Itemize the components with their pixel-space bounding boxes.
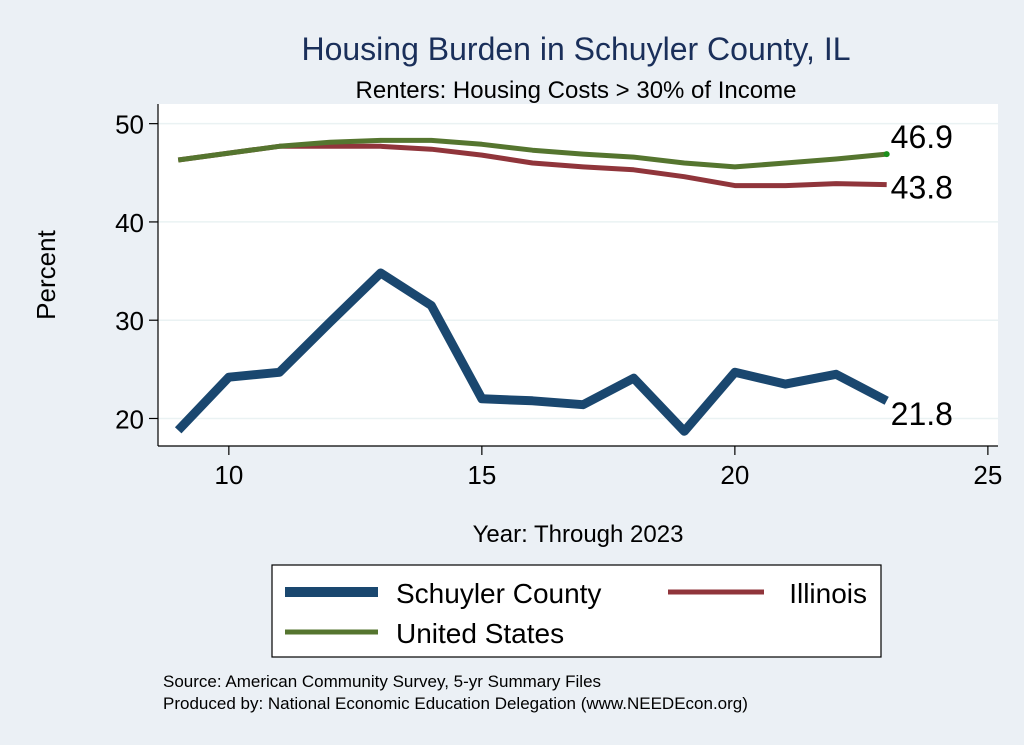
series-line-schuyler-county	[174, 268, 889, 436]
x-tick-label-10: 10	[214, 460, 243, 490]
chart-title: Housing Burden in Schuyler County, IL	[301, 31, 850, 67]
x-tick-label-15: 15	[467, 460, 496, 490]
end-label-united-states: 46.9	[891, 119, 953, 155]
x-tick-label-25: 25	[973, 460, 1002, 490]
end-point-united-states	[883, 151, 890, 158]
y-tick-label-30: 30	[115, 306, 144, 336]
chart-subtitle: Renters: Housing Costs > 30% of Income	[356, 77, 797, 104]
y-tick-label-50: 50	[115, 110, 144, 140]
x-tick-label-20: 20	[720, 460, 749, 490]
legend-label-illinois: Illinois	[789, 578, 867, 609]
end-label-illinois: 43.8	[891, 170, 953, 206]
legend: Schuyler County Illinois United States	[271, 564, 882, 658]
source-note: Source: American Community Survey, 5-yr …	[163, 672, 601, 691]
y-tick-label-20: 20	[115, 404, 144, 434]
series-line-united-states	[177, 137, 887, 170]
y-axis-label: Percent	[31, 229, 61, 319]
legend-label-united-states: United States	[396, 618, 564, 649]
ticks: 20 30 40 50 10 15 20 25	[115, 110, 1002, 490]
legend-label-schuyler: Schuyler County	[396, 578, 601, 609]
y-tick-label-40: 40	[115, 208, 144, 238]
legend-box	[271, 564, 882, 658]
end-label-schuyler-county: 21.8	[891, 396, 953, 432]
producer-note: Produced by: National Economic Education…	[163, 694, 748, 713]
x-axis-label: Year: Through 2023	[473, 521, 684, 548]
end-labels: 21.8 43.8 46.9	[883, 119, 953, 432]
series-group	[174, 137, 889, 436]
grid	[158, 122, 998, 420]
